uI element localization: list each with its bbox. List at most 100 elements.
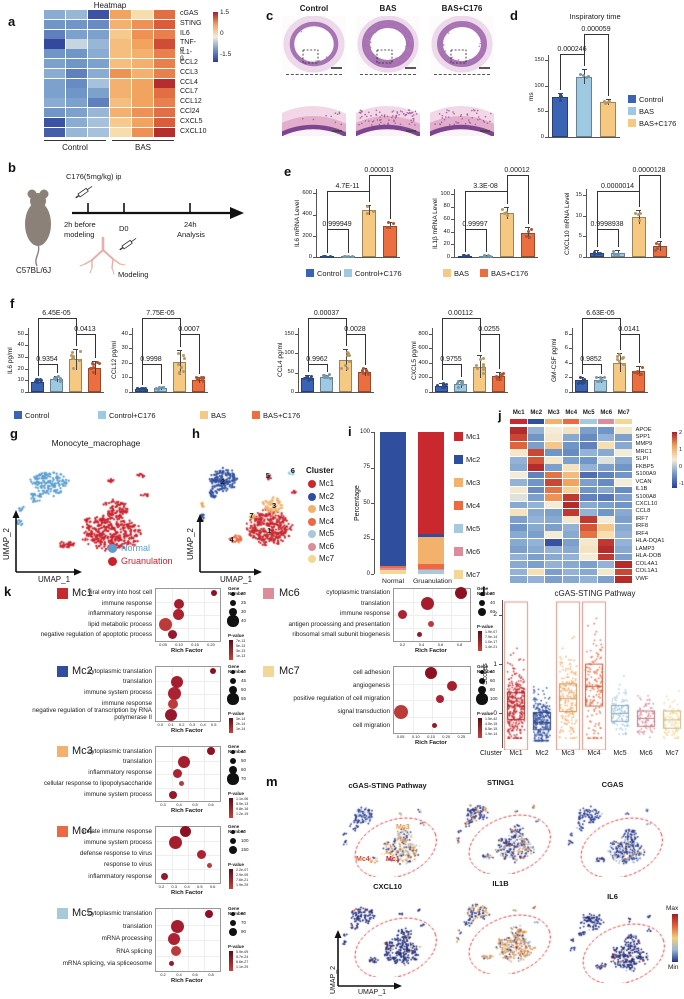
gene-number-value: 25 (241, 600, 247, 605)
feature-plot-il6 (566, 898, 671, 983)
cluster-annotation-cell (615, 419, 632, 424)
y-tick (451, 194, 454, 196)
data-point (587, 75, 591, 79)
pvalue-tick: 7.9e-14 (485, 635, 498, 639)
cluster-x-label: Mc6 (639, 750, 653, 757)
go-dot (168, 933, 181, 945)
heatmap-cell (527, 427, 545, 434)
heatmap-cell (44, 98, 66, 108)
data-point (585, 76, 589, 80)
data-point (501, 372, 505, 376)
cluster-x-label: Mc5 (613, 750, 627, 757)
x-tick-label: 0.6 (208, 802, 214, 807)
grid-line (156, 855, 220, 856)
heatmap-cell (615, 516, 632, 524)
pvalue-label: 0.00112 (448, 310, 473, 317)
heatmap-cell (44, 108, 66, 118)
go-term: mRNA processing (101, 935, 152, 943)
cluster-name: Mc5 (72, 907, 93, 919)
data-point (495, 374, 499, 378)
inset-connector (360, 74, 416, 75)
go-dot (171, 946, 182, 957)
heatmap-cell (510, 479, 527, 486)
data-point (436, 383, 440, 387)
cluster-number: 6 (290, 465, 295, 475)
legend-swatch (454, 478, 463, 487)
colorbar-tick: -1 (679, 481, 684, 487)
panel-e: e 0 200 400 600 IL6 mRNA Level 0.999949 4.7E-1… (280, 160, 684, 296)
heatmap-cell (597, 576, 615, 583)
heatmap-cell (110, 88, 132, 98)
cluster-name: Mc6 (279, 587, 300, 599)
data-point (467, 254, 471, 258)
colorbar-gradient (213, 12, 218, 62)
data-point (77, 359, 81, 363)
y-tick-label: 8 (564, 330, 568, 337)
pvalue-legend-title: P-value (228, 791, 245, 796)
histology-column: BAS (312, 0, 462, 270)
legend-label: Mc4 (466, 500, 481, 510)
heatmap-cell (580, 449, 597, 457)
y-tick-label: 2 (493, 611, 497, 619)
heatmap-cell (545, 508, 562, 516)
gene-label: COL4A1 (635, 560, 658, 567)
error-bar (527, 227, 529, 239)
heatmap-cell (562, 486, 580, 494)
heatmap-cell (597, 546, 615, 553)
data-point (346, 367, 350, 371)
drug-label: C176(5mg/kg) ip (66, 172, 122, 181)
grid-line (156, 774, 220, 775)
gene-number-legend-title: Gene Number (228, 586, 246, 596)
y-tick (313, 235, 316, 237)
pvalue-tick: 7.6e-21 (236, 878, 249, 882)
y-tick (313, 193, 316, 195)
y-tick (429, 362, 432, 364)
pvalue-label: 3.3E-08 (473, 183, 498, 190)
error-cap (54, 375, 59, 377)
pvalue-bracket (584, 34, 585, 66)
heatmap-cell (562, 516, 580, 524)
data-point (559, 98, 563, 102)
pvalue-bracket (485, 229, 487, 253)
x-axis (572, 392, 648, 393)
gene-label: CXCL10 (635, 501, 658, 507)
legend-swatch (454, 570, 463, 579)
cluster-number: 5 (265, 471, 270, 481)
heatmap-cell (580, 553, 597, 561)
analysis-label: Analysis (177, 230, 205, 239)
y-tick (25, 368, 28, 370)
heatmap-cell (88, 117, 110, 127)
go-dot (167, 698, 178, 709)
data-point (634, 370, 638, 374)
cluster-swatch (57, 746, 68, 757)
y-tick (569, 392, 572, 393)
heatmap-cell (154, 19, 176, 29)
heatmap-cell (527, 561, 545, 568)
heatmap-cell (510, 576, 527, 583)
cluster-number: 2 (220, 477, 225, 487)
pvalue-bracket (75, 318, 77, 346)
go-dot (167, 630, 177, 640)
x-axis (298, 392, 374, 393)
data-point (457, 385, 461, 389)
pvalue-tick: 5.9e-09 (236, 950, 249, 954)
endpoint-time-label: 24h (184, 220, 197, 229)
heatmap-cell (510, 434, 527, 442)
data-point (601, 378, 605, 382)
data-point (498, 378, 502, 382)
heatmap-cell (545, 471, 562, 479)
bar (600, 102, 616, 137)
legend-dot (108, 544, 117, 553)
pvalue-bracket (506, 175, 528, 176)
data-point (78, 349, 82, 353)
heatmap-cell (545, 464, 562, 471)
gene-label: S100A9 (635, 471, 657, 478)
heatmap-cell (132, 59, 154, 69)
y-tick-label: 75 (363, 464, 370, 471)
panel-j-label: j (498, 408, 502, 423)
cluster-annotation-cell (527, 419, 545, 424)
error-bar (389, 222, 391, 230)
x-tick-label: 0.5 (210, 722, 217, 727)
legend-label: Control+C176 (355, 268, 402, 278)
go-dot (159, 617, 173, 631)
